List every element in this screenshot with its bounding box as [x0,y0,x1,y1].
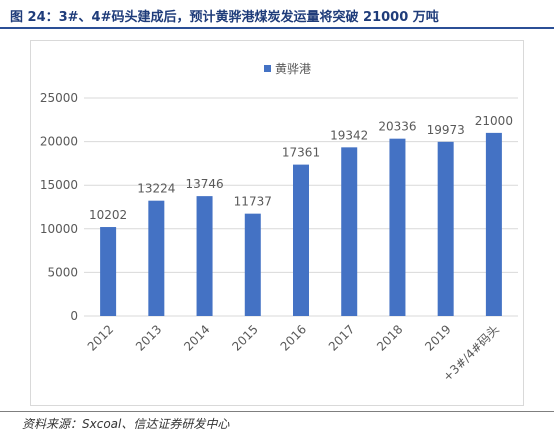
data-label: 21000 [475,114,513,128]
data-label: 10202 [89,208,127,222]
bar [389,138,406,316]
legend-swatch [264,65,271,72]
x-tick-label: 2012 [85,322,116,353]
chart-frame [30,40,524,406]
data-label: 17361 [282,146,320,160]
data-label: 19342 [330,128,368,142]
y-tick-label: 15000 [40,178,78,192]
x-tick-label: 2018 [374,322,405,353]
bar [100,227,117,316]
x-tick-label: 2016 [278,322,309,353]
bar [341,147,358,316]
data-label: 13746 [185,177,223,191]
x-tick-label: 2014 [181,322,212,353]
bar [293,164,309,316]
y-tick-label: 5000 [47,265,78,279]
data-label: 13224 [137,182,175,196]
x-tick-label: 2015 [229,322,260,353]
data-label: 20336 [378,120,416,134]
source-rule [0,411,554,412]
source-note: 资料来源：Sxcoal、信达证券研发中心 [22,417,230,431]
x-tick-label: 2017 [326,322,357,353]
x-tick-label: 2019 [422,322,453,353]
bar [437,141,454,316]
y-tick-label: 25000 [40,91,78,105]
bar [485,132,502,316]
y-tick-label: 0 [70,309,78,323]
bar [196,196,213,316]
figure-title: 图 24：3#、4#码头建成后，预计黄骅港煤炭发运量将突破 21000 万吨 [10,10,439,25]
data-label: 19973 [427,123,465,137]
legend-label: 黄骅港 [275,62,311,76]
y-tick-label: 20000 [40,135,78,149]
y-tick-label: 10000 [40,222,78,236]
data-label: 11737 [234,195,272,209]
bar [148,200,165,316]
title-rule [0,27,554,29]
x-tick-label: 2013 [133,322,164,353]
bar [244,213,261,316]
